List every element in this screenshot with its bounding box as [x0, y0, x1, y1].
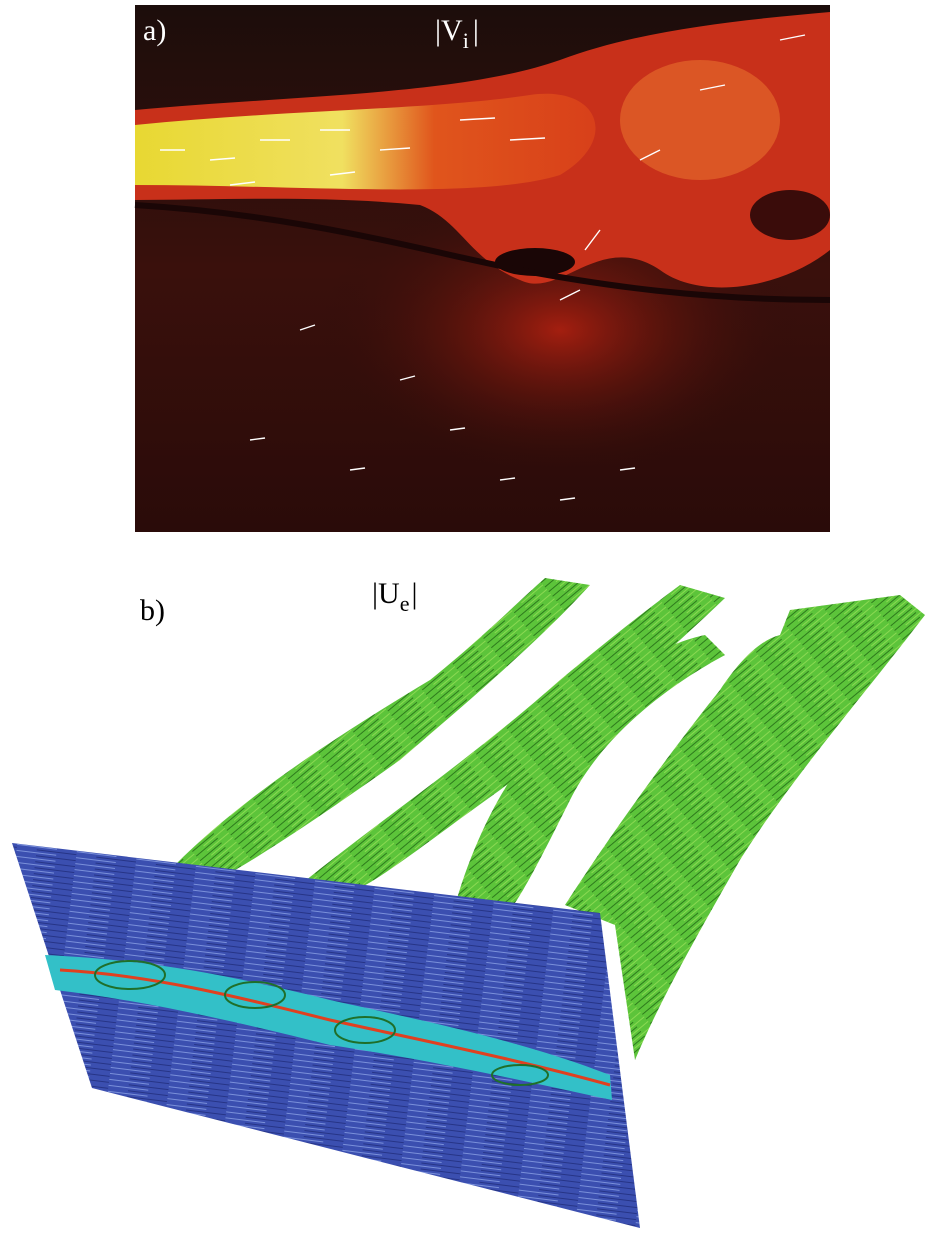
shear-layer: [134, 202, 831, 303]
panel-label: b): [140, 594, 165, 627]
ribbon: [565, 595, 925, 1060]
delimiter: |: [411, 577, 417, 610]
panel-a: a) |Vi |: [134, 5, 831, 532]
panel-b: b) |Ue|: [12, 577, 925, 1228]
quantity-label: |Vi |: [435, 14, 479, 53]
ribbon: [455, 635, 725, 910]
current-sheet: [59, 968, 611, 1087]
flow-lobe: [620, 60, 780, 180]
symbol: V: [441, 14, 463, 47]
flow-core: [135, 93, 596, 190]
velocity-arrows: [160, 34, 806, 501]
shear-band: [45, 955, 612, 1100]
delimiter: |: [435, 14, 441, 47]
ribbon: [175, 578, 590, 870]
delimiter: |: [473, 14, 479, 47]
vortices: [94, 960, 549, 1086]
vortex: [750, 190, 830, 240]
ribbons: [175, 578, 925, 1060]
delimiter: |: [372, 577, 378, 610]
subscript: i: [463, 28, 469, 53]
panel-label: a): [143, 14, 166, 47]
symbol: U: [378, 577, 400, 610]
ribbon: [300, 585, 725, 890]
subscript: e: [400, 591, 410, 616]
quantity-label: |Ue|: [372, 577, 417, 616]
